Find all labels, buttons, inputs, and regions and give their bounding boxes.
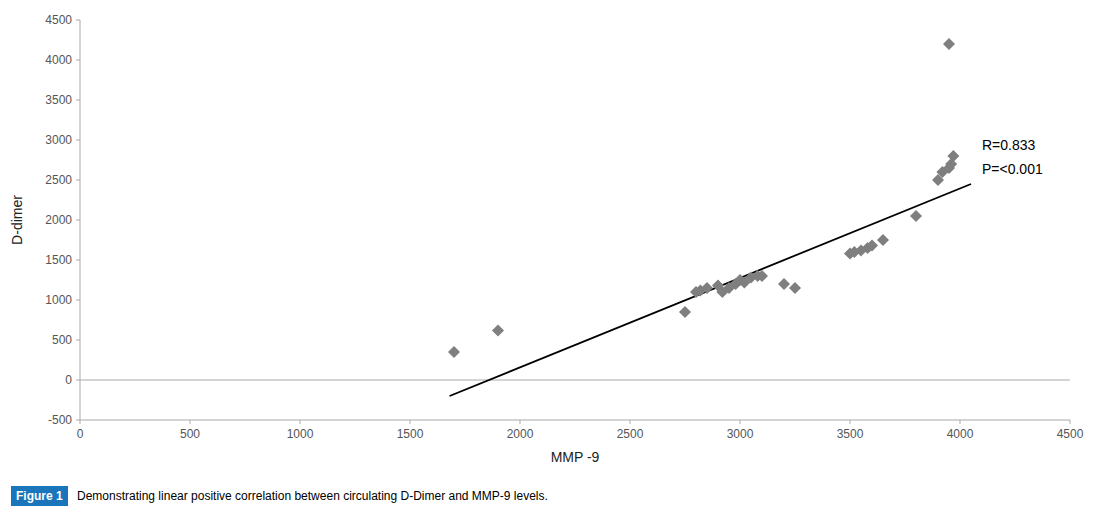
point [492,324,504,336]
point [943,38,955,50]
point [910,210,922,222]
y-tick-label: 1000 [45,293,72,307]
x-tick-label: 2000 [507,427,534,441]
y-tick-label: 500 [52,333,72,347]
x-tick [960,420,961,424]
x-tick [740,420,741,424]
y-tick-label: 4000 [45,53,72,67]
y-tick [76,60,80,61]
point [448,346,460,358]
x-tick [410,420,411,424]
x-axis-label: MMP -9 [551,449,600,465]
point [679,306,691,318]
caption: Demonstrating linear positive correlatio… [77,489,548,503]
x-tick [630,420,631,424]
x-tick-label: 4000 [947,427,974,441]
point [701,282,713,294]
y-tick [76,220,80,221]
y-tick-label: 3000 [45,133,72,147]
reference-line [80,380,1070,381]
caption-label-background [11,486,68,506]
chart: 0 500 1000 1500 2000 2500 3000 3500 4000 4500 -500… [0,0,1102,518]
y-tick-label: 3500 [45,93,72,107]
y-tick-label: 2500 [45,173,72,187]
x-tick-label: 4500 [1057,427,1084,441]
y-tick-label: -500 [48,413,72,427]
x-tick-label: 1000 [287,427,314,441]
x-tick-label: 1500 [397,427,424,441]
y-tick [76,340,80,341]
x-tick [80,420,81,424]
x-tick [1070,420,1071,424]
x-tick-label: 0 [77,427,84,441]
y-tick-label: 0 [65,373,72,387]
y-tick [76,100,80,101]
x-tick [520,420,521,424]
x-tick-label: 2500 [617,427,644,441]
x-tick [850,420,851,424]
y-tick [76,180,80,181]
x-tick-label: 3000 [727,427,754,441]
y-axis-label: D-dimer [9,195,25,245]
point [756,270,768,282]
y-tick [76,380,80,381]
x-axis-line [80,420,1070,421]
point [789,282,801,294]
y-tick [76,20,80,21]
x-tick [300,420,301,424]
caption-label: Figure 1 [16,489,63,503]
y-tick [76,140,80,141]
point [947,150,959,162]
x-tick-label: 3500 [837,427,864,441]
y-tick [76,260,80,261]
point [877,234,889,246]
point [778,278,790,290]
y-tick-label: 2000 [45,213,72,227]
y-tick-label: 4500 [45,13,72,27]
point [866,240,878,252]
x-tick [190,420,191,424]
trend-line [450,184,971,396]
plot-area [80,38,1070,396]
y-tick-label: 1500 [45,253,72,267]
annotation: R=0.833P=<0.001 [982,137,1043,177]
y-tick [76,420,80,421]
x-tick-label: 500 [180,427,200,441]
y-tick [76,300,80,301]
